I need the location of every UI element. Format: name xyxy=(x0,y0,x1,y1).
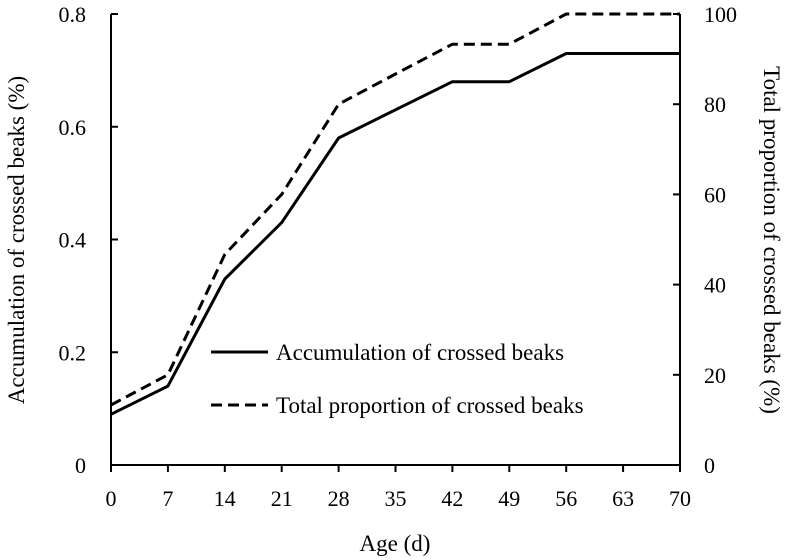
x-tick-label: 63 xyxy=(612,486,634,511)
x-tick-label: 21 xyxy=(271,486,293,511)
x-tick-label: 0 xyxy=(106,486,117,511)
series-line-accumulation xyxy=(110,52,680,416)
right-y-axis-title: Total proportion of crossed beaks (%) xyxy=(759,66,784,414)
legend: Accumulation of crossed beaks Total prop… xyxy=(211,340,584,418)
x-tick-label: 35 xyxy=(385,486,407,511)
x-axis-ticks: 0 7 14 21 28 35 42 49 56 63 70 xyxy=(106,465,691,511)
right-y-tick-label: 40 xyxy=(704,273,726,298)
left-y-tick-label: 0.2 xyxy=(59,340,87,365)
x-tick-label: 49 xyxy=(498,486,520,511)
x-tick-label: 28 xyxy=(328,486,350,511)
right-y-tick-label: 20 xyxy=(704,363,726,388)
left-y-tick-label: 0.4 xyxy=(59,228,87,253)
right-y-axis-ticks: 0 20 40 60 80 100 xyxy=(673,2,737,478)
left-y-tick-label: 0.6 xyxy=(59,115,87,140)
left-y-tick-label: 0 xyxy=(75,453,86,478)
x-tick-label: 56 xyxy=(555,486,577,511)
legend-label-accumulation: Accumulation of crossed beaks xyxy=(276,340,564,365)
right-y-tick-label: 60 xyxy=(704,182,726,207)
x-tick-label: 42 xyxy=(441,486,463,511)
right-y-tick-label: 80 xyxy=(704,92,726,117)
x-axis-title: Age (d) xyxy=(360,531,431,556)
legend-label-total-proportion: Total proportion of crossed beaks xyxy=(276,393,584,418)
left-y-axis-ticks: 0 0.2 0.4 0.6 0.8 xyxy=(59,2,118,478)
x-tick-label: 14 xyxy=(214,486,236,511)
series-line-total-proportion xyxy=(110,12,680,407)
right-y-tick-label: 0 xyxy=(704,453,715,478)
x-tick-label: 7 xyxy=(162,486,173,511)
left-y-axis-title: Accumulation of crossed beaks (%) xyxy=(4,76,29,404)
series-layer xyxy=(110,12,680,416)
right-y-tick-label: 100 xyxy=(704,2,737,27)
x-tick-label: 70 xyxy=(669,486,691,511)
left-y-tick-label: 0.8 xyxy=(59,2,87,27)
